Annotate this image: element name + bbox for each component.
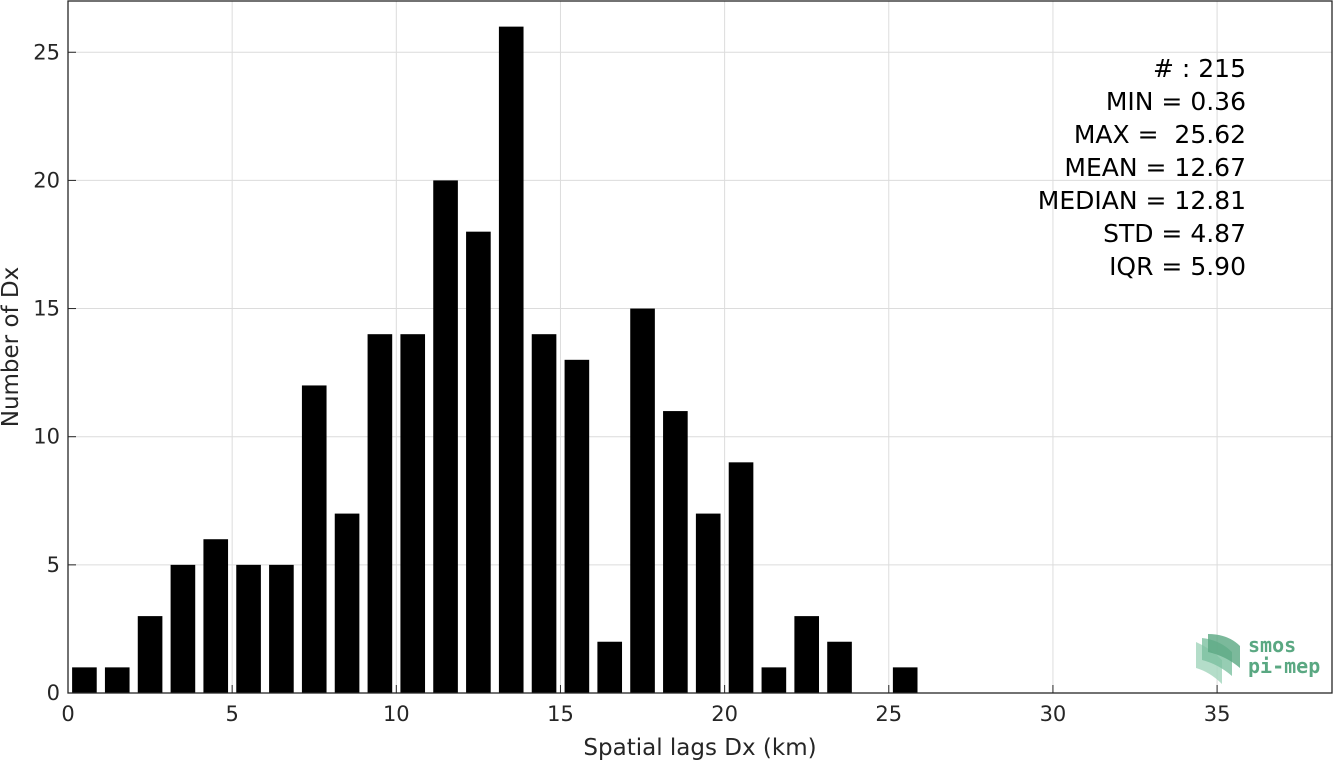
histogram-bar [531, 334, 557, 693]
bars [72, 26, 918, 693]
histogram-bar [761, 667, 787, 693]
x-tick-labels: 0 5 10 15 20 25 30 35 [61, 702, 1230, 726]
histogram-bar [301, 385, 327, 693]
logo-text-pimep: pi-mep [1248, 654, 1320, 678]
stat-median: MEDIAN = 12.81 [1038, 186, 1246, 215]
tick-marks [67, 51, 1218, 694]
x-axis-title: Spatial lags Dx (km) [583, 735, 816, 761]
histogram-bar [367, 334, 393, 693]
histogram-bar [794, 616, 820, 693]
statistics-annotation: # : 215 MIN = 0.36 MAX = 25.62 MEAN = 12… [1038, 54, 1246, 281]
logo-wave-front-icon [1208, 634, 1240, 668]
histogram-bar [466, 231, 491, 693]
logo-text-smos: smos [1248, 633, 1296, 657]
histogram-bar [695, 513, 721, 693]
stat-max: MAX = 25.62 [1074, 120, 1246, 149]
stat-mean: MEAN = 12.67 [1064, 153, 1246, 182]
stat-std: STD = 4.87 [1103, 219, 1246, 248]
histogram-bar [170, 564, 196, 693]
y-tick-label: 15 [33, 297, 60, 321]
histogram-bar [498, 26, 524, 693]
y-tick-label: 20 [33, 168, 60, 192]
histogram-bar [269, 564, 294, 693]
histogram-bar [892, 667, 918, 693]
histogram-bar [597, 641, 623, 693]
histogram-bar [564, 359, 590, 693]
histogram-bar [630, 308, 655, 693]
x-tick-label: 15 [547, 702, 574, 726]
y-tick-label: 0 [47, 681, 60, 705]
histogram-bar [104, 667, 130, 693]
stat-count: # : 215 [1153, 54, 1246, 83]
x-tick-label: 20 [711, 702, 738, 726]
histogram-bar [334, 513, 360, 693]
stat-min: MIN = 0.36 [1106, 87, 1246, 116]
plot-frame [67, 0, 1333, 694]
x-tick-label: 5 [225, 702, 238, 726]
stat-iqr: IQR = 5.90 [1109, 252, 1246, 281]
x-tick-label: 0 [61, 702, 74, 726]
histogram-bar [400, 334, 426, 693]
x-tick-label: 30 [1040, 702, 1067, 726]
x-tick-label: 25 [875, 702, 902, 726]
y-tick-label: 5 [47, 553, 60, 577]
histogram-bar [728, 462, 754, 693]
histogram-bar [72, 667, 97, 693]
histogram-bar [236, 564, 261, 693]
x-tick-label: 10 [383, 702, 410, 726]
y-axis-title: Number of Dx [0, 267, 24, 428]
x-tick-label: 35 [1204, 702, 1231, 726]
y-tick-label: 25 [33, 40, 60, 64]
smos-pimep-logo: smos pi-mep [1196, 633, 1320, 684]
y-tick-labels: 0 5 10 15 20 25 [33, 40, 60, 705]
histogram-bar [433, 180, 458, 693]
histogram-bar [203, 539, 229, 693]
y-tick-label: 10 [33, 425, 60, 449]
histogram-bar [663, 411, 688, 693]
histogram-bar [827, 641, 852, 693]
histogram-bar [137, 616, 163, 693]
